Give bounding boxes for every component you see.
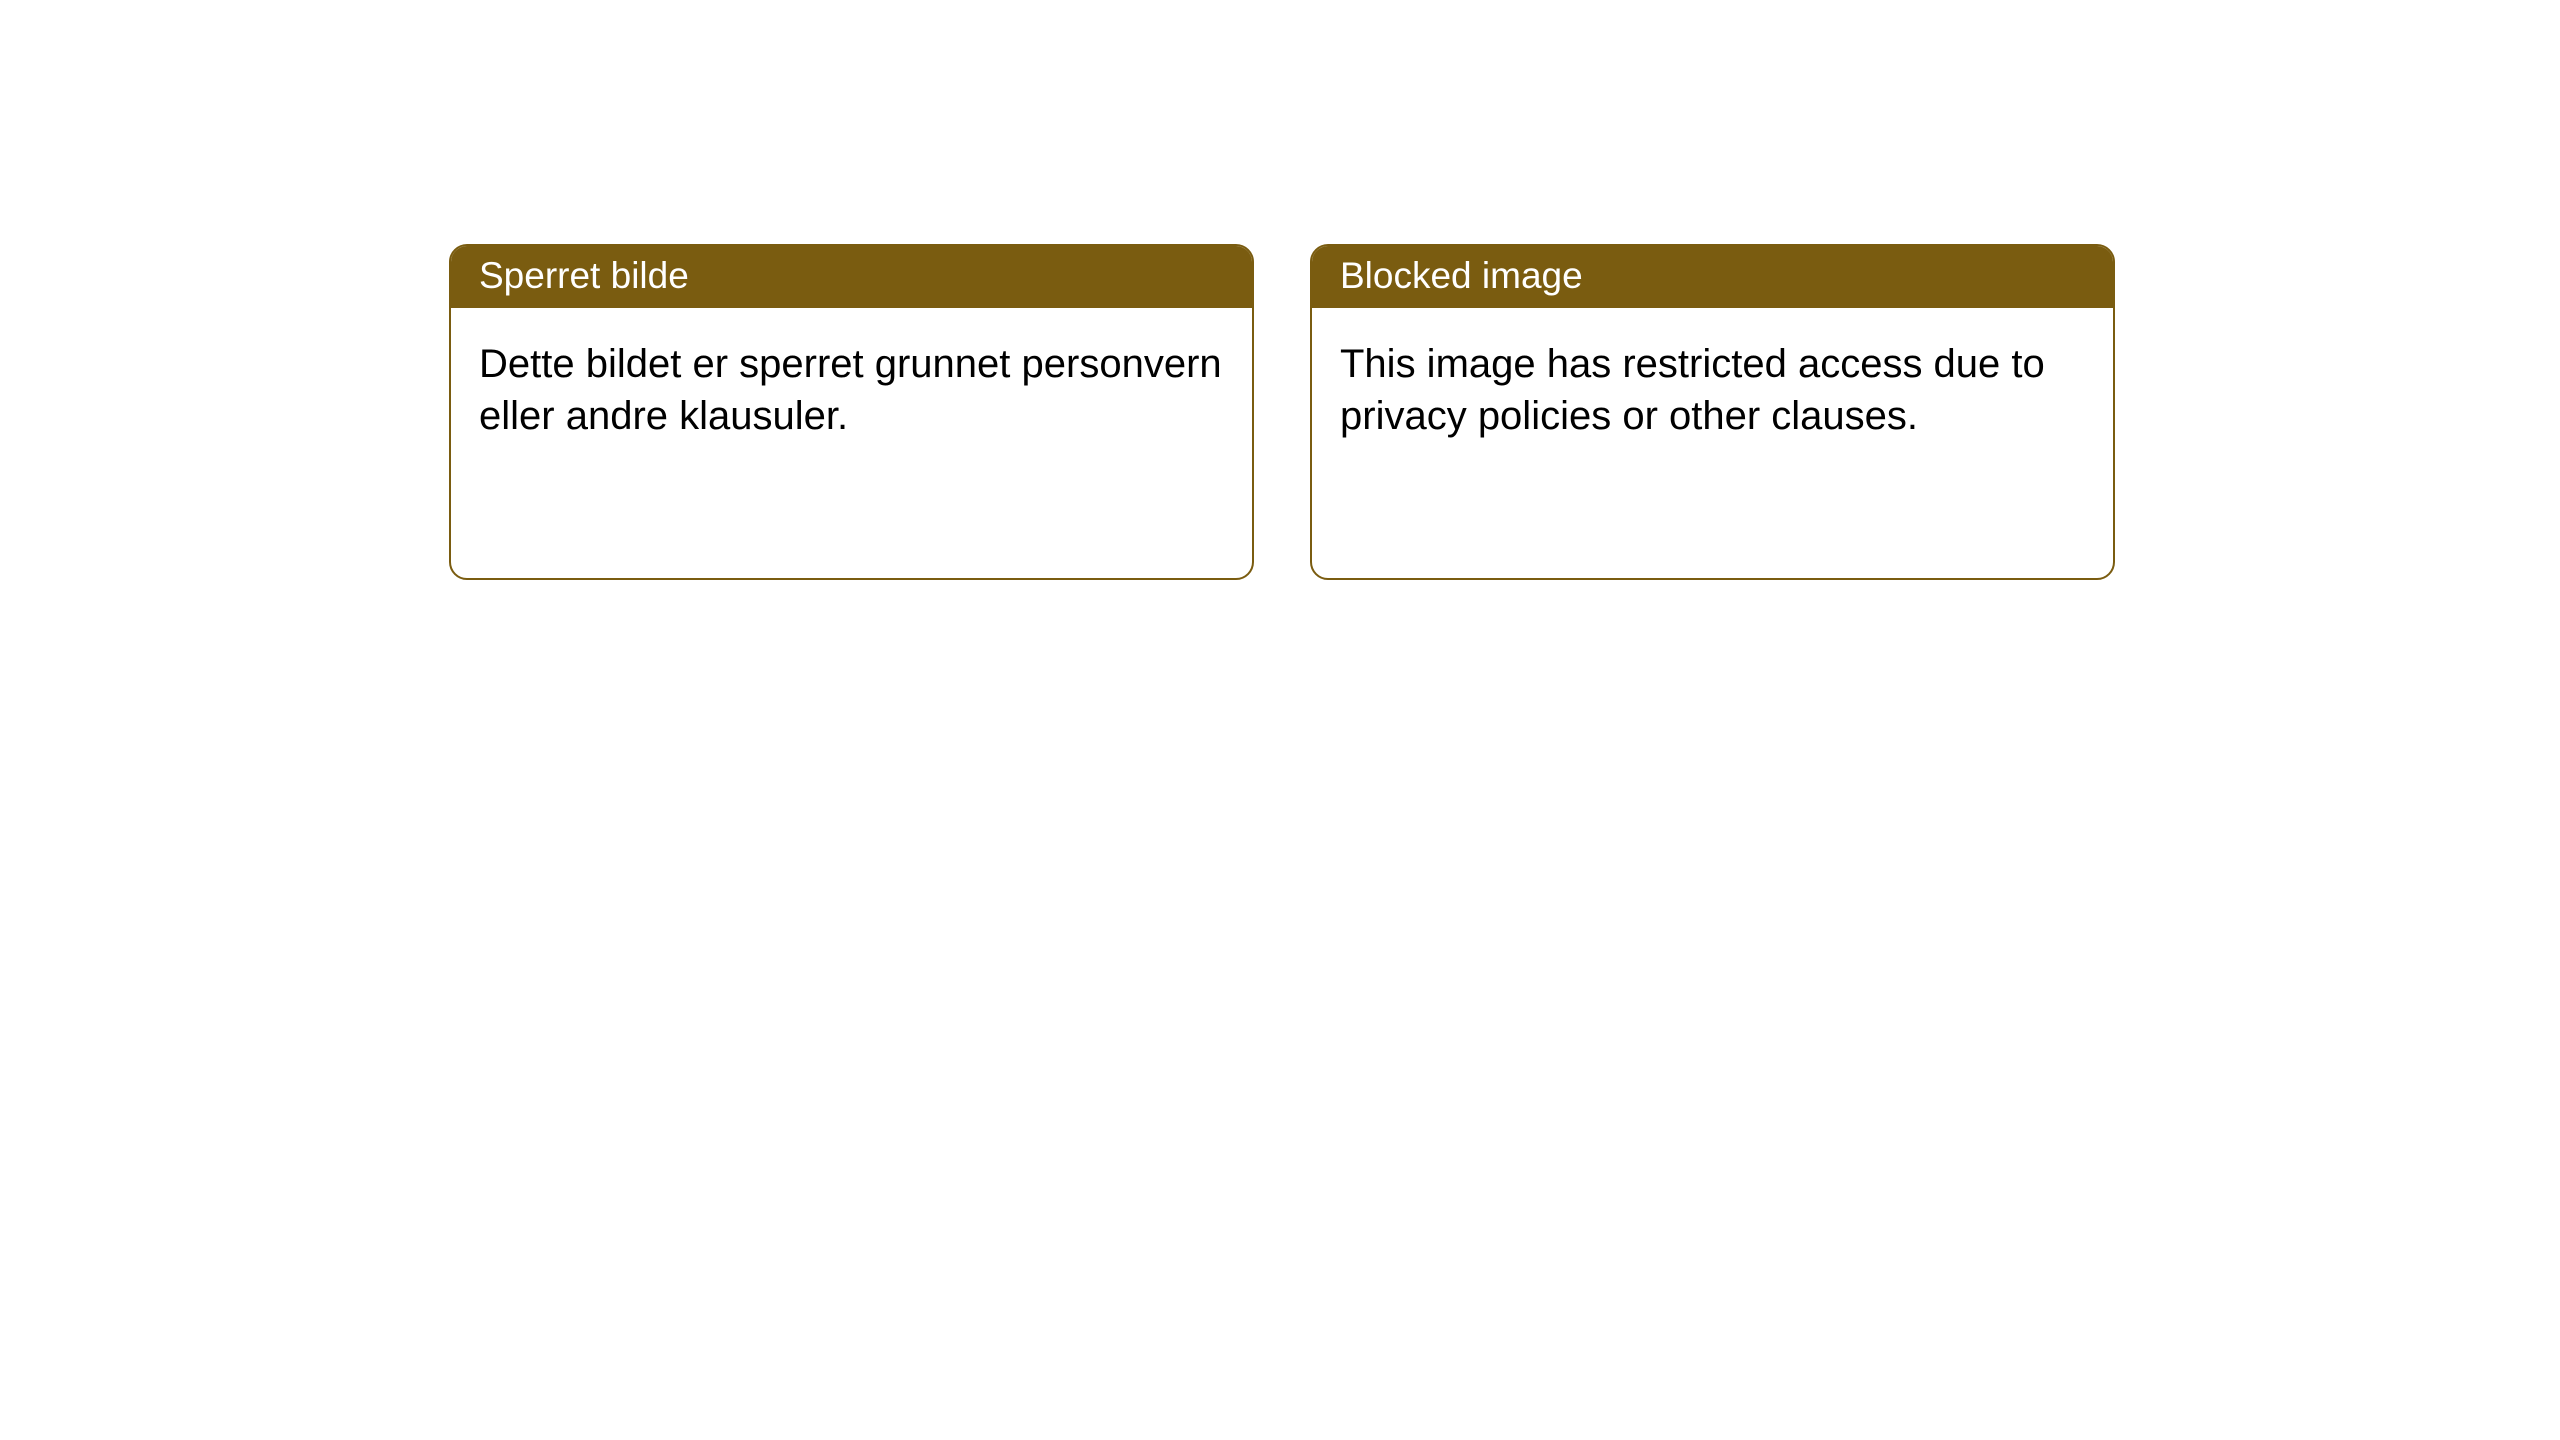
notice-header: Blocked image	[1312, 246, 2113, 308]
notice-body-text: This image has restricted access due to …	[1340, 342, 2045, 438]
notice-header: Sperret bilde	[451, 246, 1252, 308]
notice-title: Sperret bilde	[479, 255, 689, 296]
notice-title: Blocked image	[1340, 255, 1583, 296]
notice-container: Sperret bilde Dette bildet er sperret gr…	[0, 0, 2560, 580]
notice-card-english: Blocked image This image has restricted …	[1310, 244, 2115, 580]
notice-body: This image has restricted access due to …	[1312, 308, 2113, 472]
notice-body-text: Dette bildet er sperret grunnet personve…	[479, 342, 1222, 438]
notice-body: Dette bildet er sperret grunnet personve…	[451, 308, 1252, 472]
notice-card-norwegian: Sperret bilde Dette bildet er sperret gr…	[449, 244, 1254, 580]
